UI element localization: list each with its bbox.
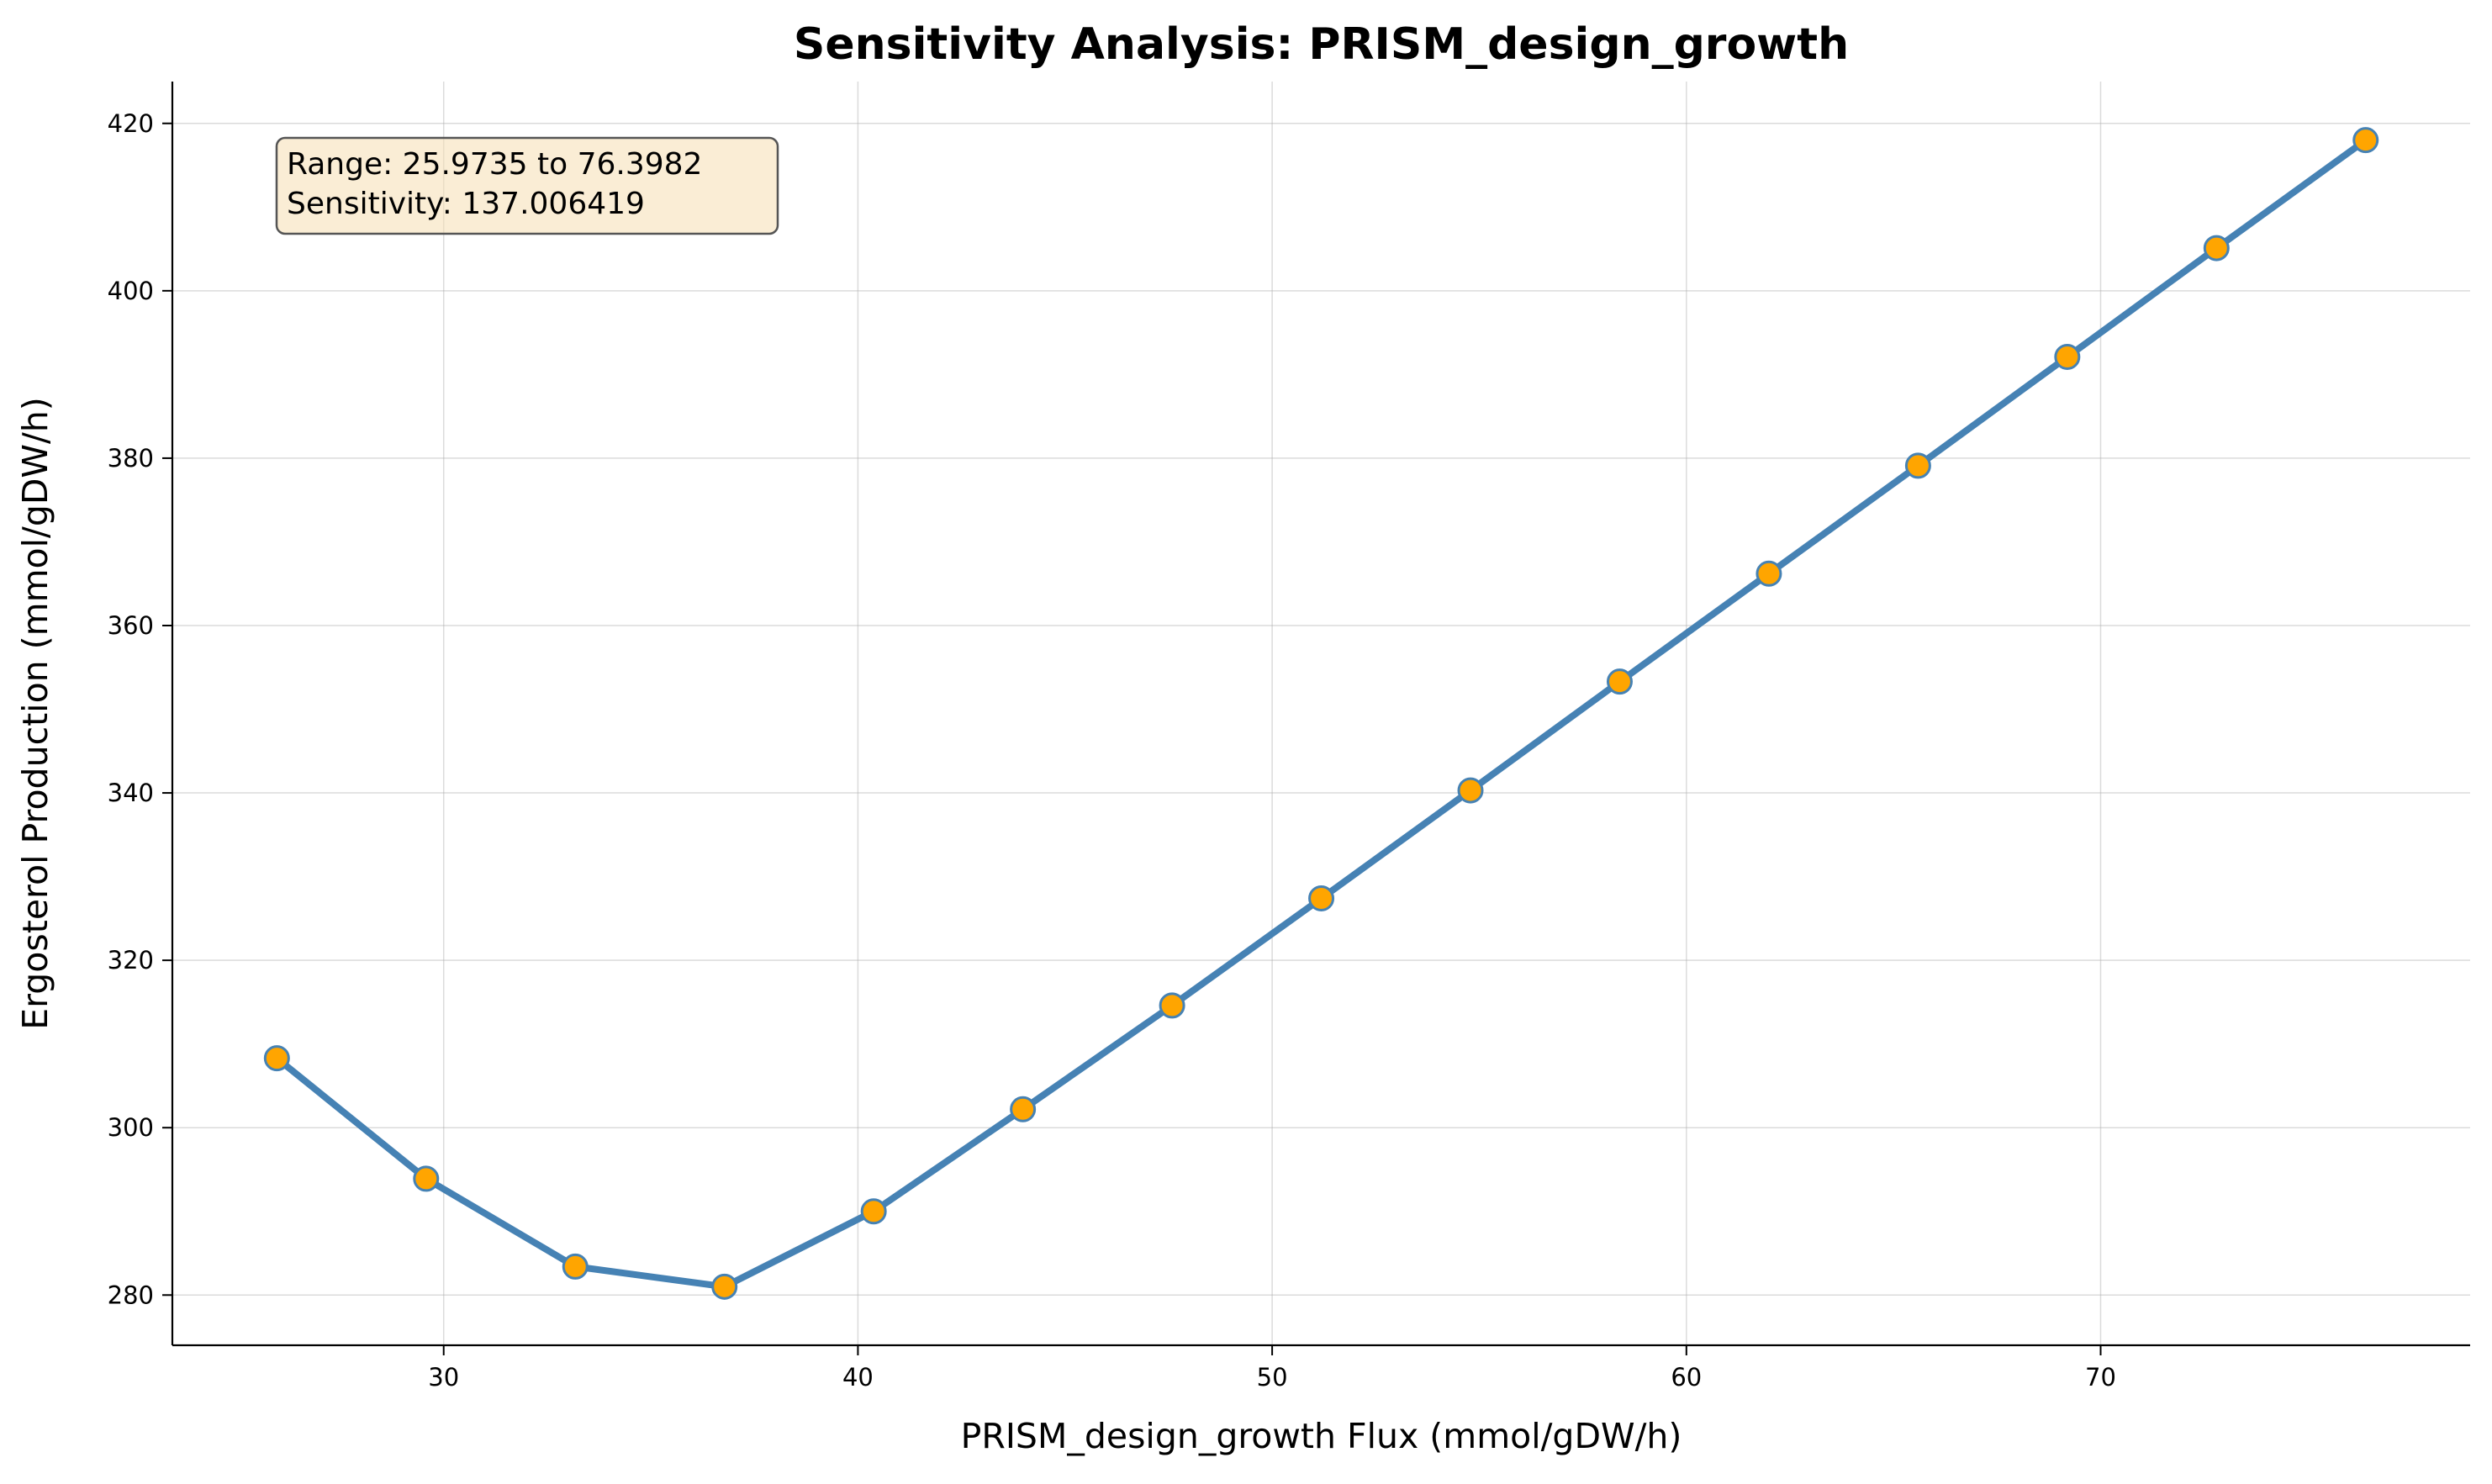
data-point (2203, 235, 2230, 261)
ticks: 30 40 50 60 70 280 300 320 340 360 380 400 420 (108, 109, 2116, 1392)
data-series (263, 127, 2379, 1300)
data-point (1904, 452, 1931, 479)
annotation-range-text: Range: 25.9735 to 76.3982 (287, 147, 702, 182)
data-point (263, 1045, 290, 1072)
y-tick-label: 280 (108, 1281, 154, 1309)
data-point (1755, 560, 1782, 587)
y-tick-label: 360 (108, 611, 154, 640)
y-tick-label: 420 (108, 109, 154, 138)
x-axis-label: PRISM_design_growth Flux (mmol/gDW/h) (961, 1416, 1682, 1456)
data-point (562, 1253, 589, 1280)
chart-title: Sensitivity Analysis: PRISM_design_growt… (794, 19, 1849, 70)
annotation-box: Range: 25.9735 to 76.3982 Sensitivity: 1… (275, 136, 779, 235)
x-tick-label: 60 (1671, 1363, 1702, 1392)
data-point (1606, 668, 1633, 695)
y-tick-label: 320 (108, 946, 154, 974)
data-point (711, 1273, 738, 1300)
x-tick-label: 30 (428, 1363, 459, 1392)
data-point (413, 1165, 440, 1192)
axes (171, 82, 2470, 1347)
x-tick-label: 50 (1257, 1363, 1288, 1392)
data-point (1457, 777, 1484, 804)
annotation-background (275, 136, 779, 235)
data-point (1159, 992, 1185, 1019)
grid (172, 82, 2470, 1345)
y-tick-label: 340 (108, 779, 154, 807)
data-point (1010, 1096, 1037, 1122)
y-axis-label: Ergosterol Production (mmol/gDW/h) (15, 397, 55, 1030)
data-point (860, 1198, 887, 1225)
y-tick-label: 380 (108, 444, 154, 473)
y-tick-label: 300 (108, 1113, 154, 1142)
data-point (2054, 343, 2081, 370)
data-point (1308, 885, 1335, 911)
y-tick-label: 400 (108, 277, 154, 305)
x-tick-label: 70 (2085, 1363, 2116, 1392)
x-tick-label: 40 (842, 1363, 874, 1392)
data-point (2352, 127, 2379, 154)
annotation-sensitivity-text: Sensitivity: 137.006419 (287, 187, 645, 221)
